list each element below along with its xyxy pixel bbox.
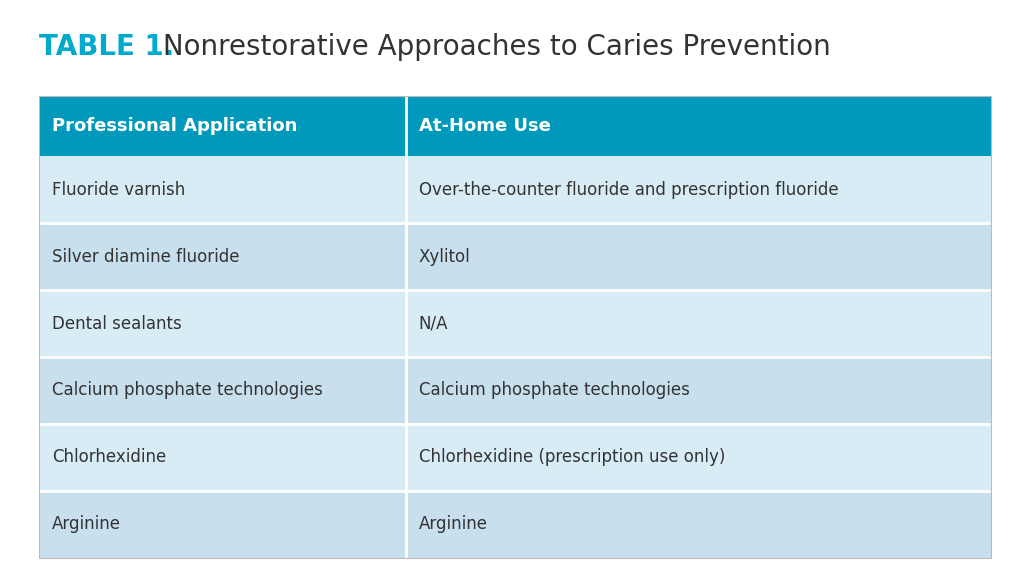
Text: Nonrestorative Approaches to Caries Prevention: Nonrestorative Approaches to Caries Prev… [154, 33, 830, 61]
Bar [39, 290, 991, 357]
Text: Calcium phosphate technologies: Calcium phosphate technologies [52, 381, 324, 399]
Text: At-Home Use: At-Home Use [419, 117, 551, 135]
Text: Arginine: Arginine [419, 515, 487, 533]
Text: TABLE 1.: TABLE 1. [39, 33, 174, 61]
Bar [39, 357, 991, 424]
Bar [39, 491, 991, 558]
Bar [39, 157, 991, 223]
Text: Dental sealants: Dental sealants [52, 315, 182, 332]
Text: Silver diamine fluoride: Silver diamine fluoride [52, 248, 240, 266]
Text: N/A: N/A [419, 315, 449, 332]
Text: Arginine: Arginine [52, 515, 121, 533]
Text: Calcium phosphate technologies: Calcium phosphate technologies [419, 381, 690, 399]
Text: Fluoride varnish: Fluoride varnish [52, 181, 185, 199]
Text: Chlorhexidine: Chlorhexidine [52, 449, 167, 467]
Bar [39, 223, 991, 290]
Bar [39, 96, 991, 157]
Text: Xylitol: Xylitol [419, 248, 471, 266]
Text: Over-the-counter fluoride and prescription fluoride: Over-the-counter fluoride and prescripti… [419, 181, 839, 199]
Bar [39, 424, 991, 491]
Bar [39, 96, 991, 558]
Text: Chlorhexidine (prescription use only): Chlorhexidine (prescription use only) [419, 449, 725, 467]
Text: Professional Application: Professional Application [52, 117, 298, 135]
